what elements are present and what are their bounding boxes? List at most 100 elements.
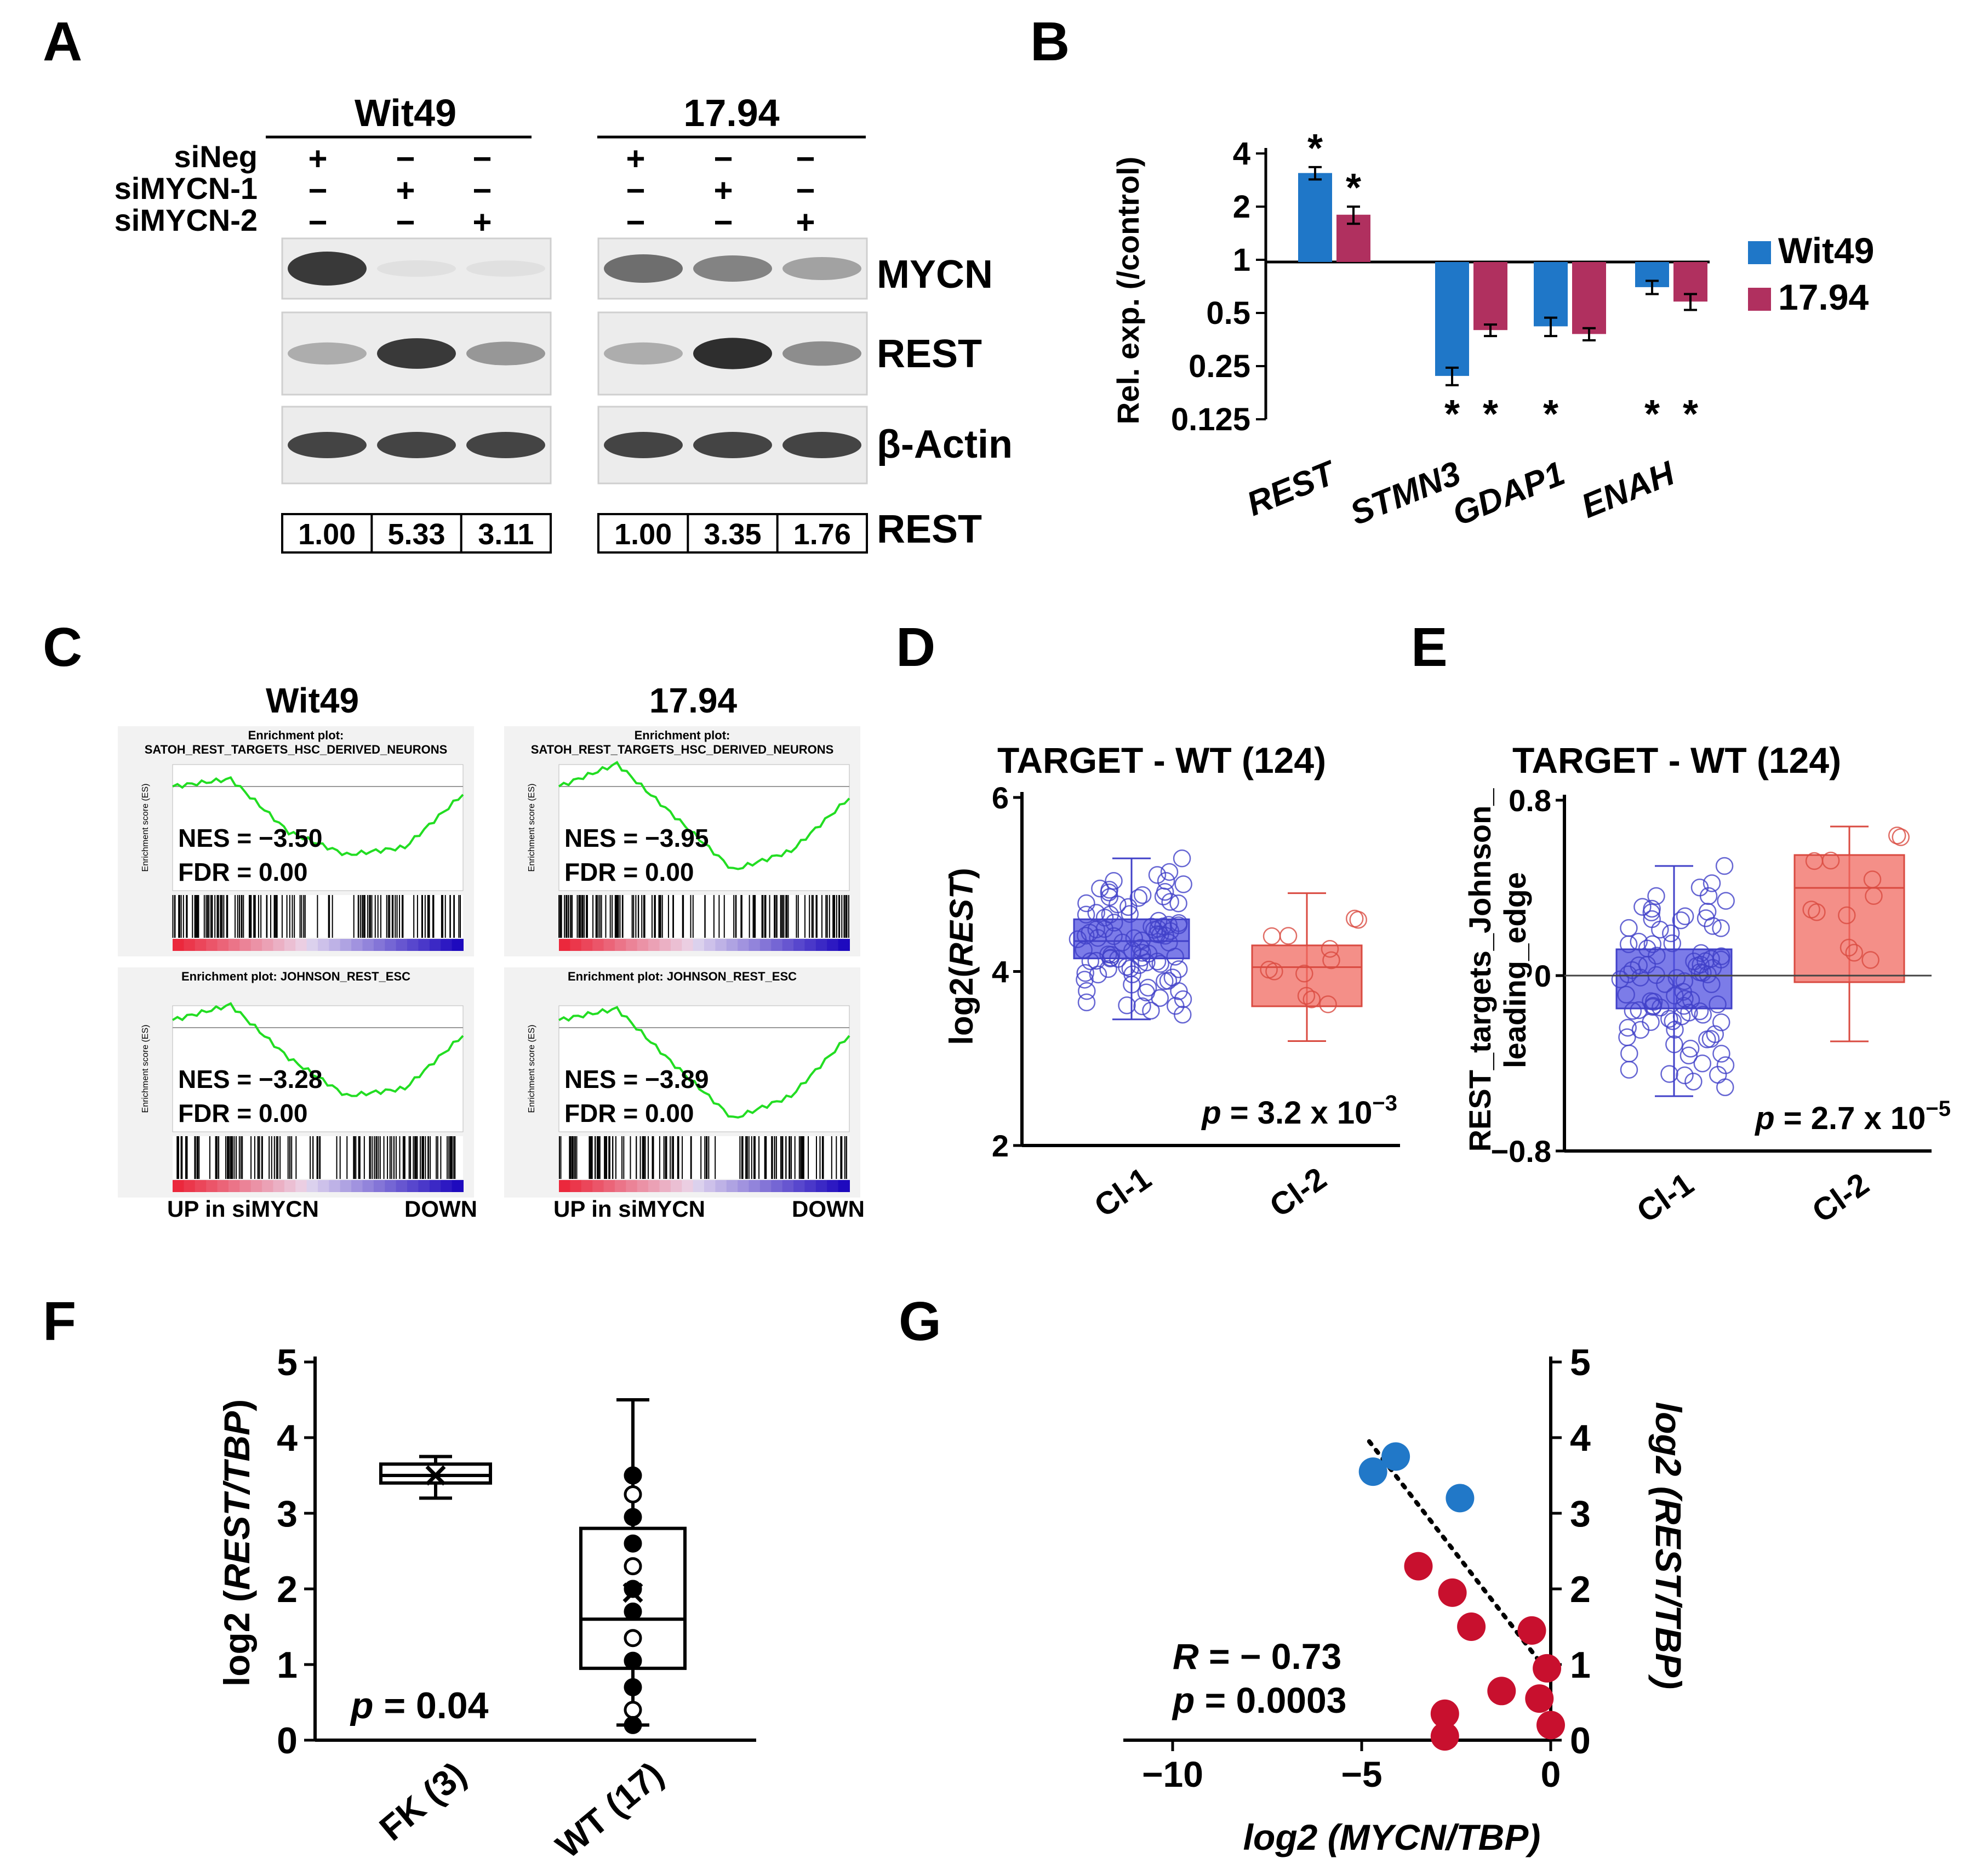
- y-tick-label: 5: [277, 1342, 298, 1383]
- y-tick-label: 5: [1570, 1342, 1591, 1383]
- data-point: [1078, 982, 1096, 1000]
- data-point: [1716, 1078, 1734, 1096]
- gsea-rank-gradient: [759, 1180, 772, 1192]
- chart-b-tick-label: 0.5: [1206, 295, 1250, 331]
- panel-a: A Wit49 17.94 siNeg siMYCN-1 siMYCN-2 + −…: [43, 11, 1013, 554]
- gsea-rank-gradient: [648, 939, 660, 951]
- gsea-rank-gradient: [715, 1180, 727, 1192]
- data-point: [1151, 955, 1169, 973]
- gsea-rank-gradient: [715, 939, 727, 951]
- gsea-rank-gradient: [726, 1180, 739, 1192]
- data-point: [1662, 924, 1680, 943]
- data-point: [1263, 927, 1281, 945]
- gsea-rank-gradient: [626, 939, 638, 951]
- gsea-rank-gradient: [306, 939, 318, 951]
- blot-band: [466, 341, 545, 366]
- gsea-rank-gradient: [782, 1180, 795, 1192]
- panel-f-label: F: [43, 1291, 76, 1352]
- chart-e-ylabel: REST_targets_Johnson_leading_edge: [1463, 788, 1532, 1152]
- y-tick-label: 0: [1534, 959, 1551, 993]
- gsea-fdr: FDR = 0.00: [178, 858, 308, 886]
- gsea-rank-gradient: [659, 1180, 671, 1192]
- gsea-rank-gradient: [682, 939, 694, 951]
- gsea-es-frame: [558, 1005, 850, 1132]
- data-point: [1665, 1035, 1683, 1053]
- gsea-rank-gradient: [614, 939, 627, 951]
- data-point: [1699, 965, 1717, 984]
- gsea-hit-area: [559, 1136, 849, 1179]
- data-point: [624, 1557, 642, 1576]
- data-point: [1651, 920, 1669, 939]
- y-tick-label: 6: [992, 780, 1009, 815]
- gsea-plot: Enrichment plot:SATOH_REST_TARGETS_HSC_D…: [118, 726, 474, 956]
- p-exponent: −3: [1372, 1091, 1397, 1115]
- gsea-rank-gradient: [441, 1180, 453, 1192]
- data-point: [1690, 1002, 1709, 1021]
- sign-mark: −: [472, 172, 492, 209]
- gsea-rank-gradient: [452, 1180, 464, 1192]
- data-point: [1633, 898, 1652, 916]
- gsea-rank-gradient: [306, 1180, 318, 1192]
- gsea-es-curve: [172, 776, 464, 857]
- data-point: [1159, 916, 1178, 934]
- gsea-rank-gradient: [284, 1180, 296, 1192]
- data-point: [1077, 993, 1096, 1012]
- quant-value: 5.33: [387, 518, 445, 551]
- band-label-mycn: MYCN: [877, 253, 993, 297]
- scatter-point-blue: [1446, 1484, 1475, 1513]
- box: [1793, 854, 1905, 983]
- gsea-es-axis-label: Enrichment score (ES): [527, 1025, 536, 1113]
- chart-b-bar: [1572, 262, 1606, 334]
- p-value: p = 2.7 x 10−5: [1754, 1097, 1951, 1136]
- data-point: [1159, 972, 1178, 990]
- chart-b-category-label: STMN3: [1345, 454, 1466, 533]
- data-point: [1105, 872, 1123, 890]
- scatter-point-red: [1430, 1722, 1459, 1751]
- blot-band: [782, 257, 861, 280]
- panel-a-label: A: [43, 11, 82, 72]
- gsea-rank-gradient: [373, 1180, 386, 1192]
- gsea-rank-gradient: [351, 939, 363, 951]
- data-point: [1148, 866, 1167, 884]
- sign-mark: −: [626, 172, 645, 209]
- gsea-rank-gradient: [581, 939, 593, 951]
- gsea-nes: NES = −3.89: [564, 1065, 709, 1093]
- gsea-up-label: UP in siMYCN: [553, 1196, 705, 1222]
- data-point: [1077, 905, 1095, 924]
- data-point: [1169, 894, 1187, 913]
- chart-b-legend-label: 17.94: [1778, 277, 1869, 317]
- chart-b-category-label: ENAH: [1576, 454, 1681, 526]
- box-group: [1251, 892, 1367, 1042]
- group-label: Cl-2: [1263, 1160, 1333, 1224]
- data-point: [1265, 962, 1283, 981]
- sign-mark: −: [796, 140, 815, 177]
- gsea-es-axis-label: Enrichment score (ES): [141, 1025, 150, 1113]
- data-point: [1321, 939, 1339, 958]
- group-label: WT (17): [549, 1754, 671, 1866]
- y-tick-label: 0.8: [1509, 783, 1551, 818]
- gsea-rank-gradient: [682, 1180, 694, 1192]
- quant-value: 1.00: [298, 518, 356, 551]
- gsea-rank-gradient: [670, 939, 683, 951]
- data-point: [1892, 828, 1910, 846]
- gsea-rank-gradient: [206, 1180, 218, 1192]
- data-point: [1648, 947, 1666, 965]
- y-tick-label: 1: [1570, 1644, 1591, 1686]
- gsea-rank-gradient: [373, 939, 386, 951]
- sign-mark: −: [396, 140, 415, 177]
- sign-mark: +: [396, 172, 415, 209]
- panel-g-label: G: [899, 1291, 941, 1352]
- gsea-rank-gradient: [228, 1180, 241, 1192]
- y-tick-label: 4: [992, 955, 1009, 989]
- gsea-rank-gradient: [804, 1180, 816, 1192]
- blot-band: [288, 432, 367, 458]
- scatter-point-red: [1487, 1677, 1516, 1706]
- chart-b-tick-label: 0.25: [1189, 349, 1250, 384]
- data-point: [1642, 1013, 1660, 1031]
- group-label: FK (3): [372, 1754, 473, 1849]
- data-point: [1644, 996, 1663, 1015]
- data-point: [624, 1508, 642, 1526]
- data-point: [1716, 1056, 1735, 1074]
- y-tick-label: 2: [992, 1129, 1009, 1163]
- data-point: [1845, 944, 1864, 962]
